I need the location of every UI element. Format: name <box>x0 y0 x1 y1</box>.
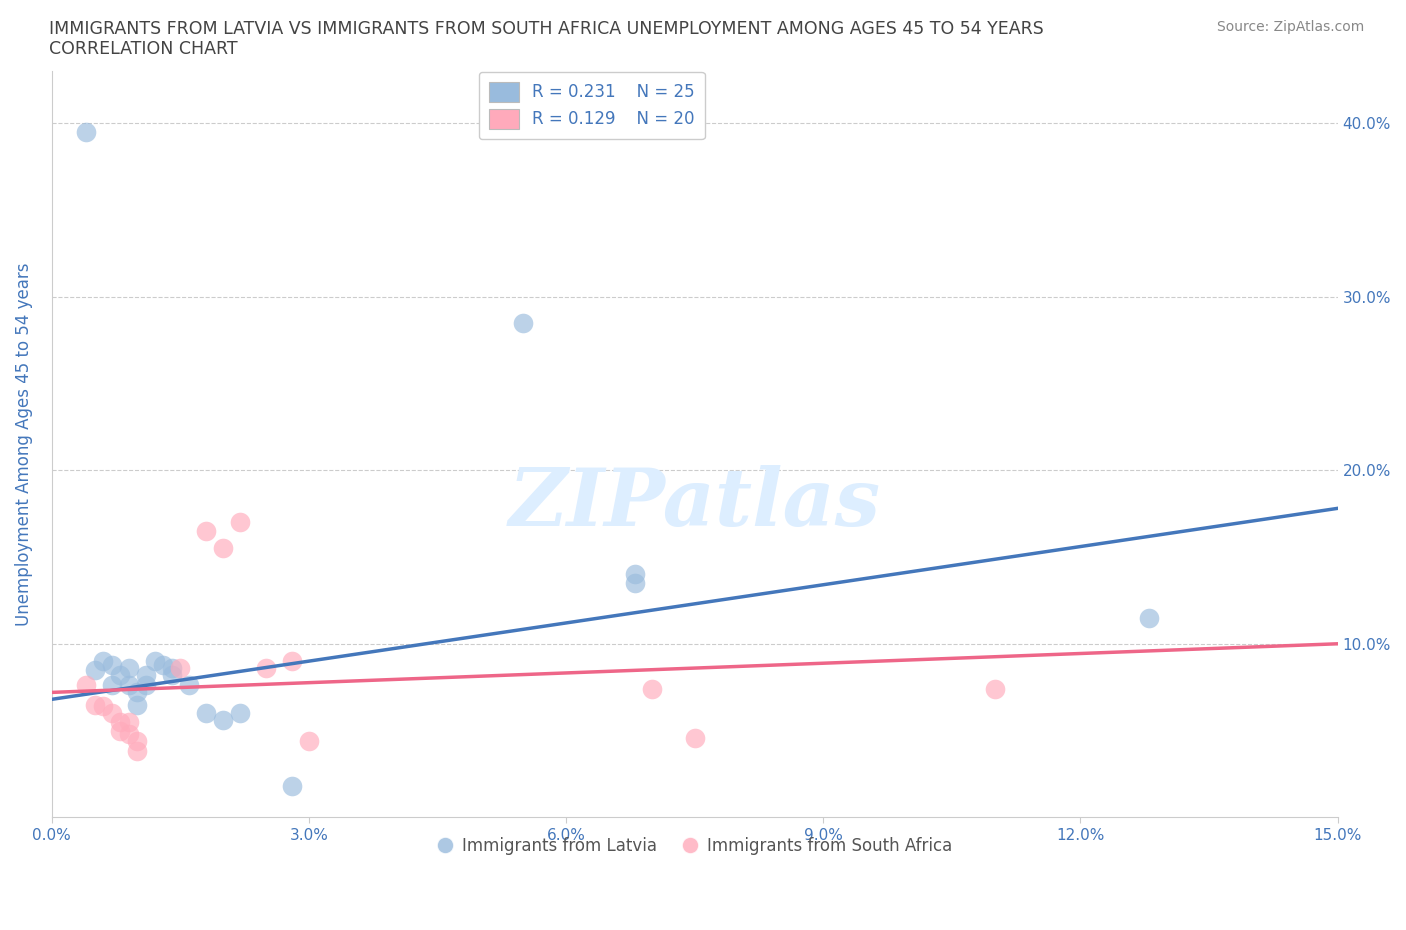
Point <box>254 660 277 675</box>
Point <box>623 567 645 582</box>
Point <box>212 712 235 727</box>
Point <box>75 124 97 139</box>
Point <box>281 778 304 793</box>
Point <box>118 726 141 741</box>
Point <box>212 541 235 556</box>
Point <box>160 660 183 675</box>
Legend: Immigrants from Latvia, Immigrants from South Africa: Immigrants from Latvia, Immigrants from … <box>430 830 959 861</box>
Point <box>100 678 122 693</box>
Point <box>177 678 200 693</box>
Point <box>229 515 252 530</box>
Text: CORRELATION CHART: CORRELATION CHART <box>49 40 238 58</box>
Point <box>118 714 141 729</box>
Point <box>195 706 218 721</box>
Point <box>623 576 645 591</box>
Point <box>110 668 132 683</box>
Point <box>169 660 191 675</box>
Point <box>91 698 114 713</box>
Point <box>127 698 149 712</box>
Point <box>127 685 149 700</box>
Text: ZIPatlas: ZIPatlas <box>509 465 880 542</box>
Point <box>641 682 664 697</box>
Point <box>298 734 321 749</box>
Point <box>281 654 304 669</box>
Point <box>512 315 534 330</box>
Point <box>118 678 141 693</box>
Point <box>91 654 114 669</box>
Point <box>983 682 1005 697</box>
Point <box>127 744 149 759</box>
Point <box>110 714 132 729</box>
Point <box>160 668 183 683</box>
Point <box>143 654 166 669</box>
Point <box>83 662 105 677</box>
Point <box>135 678 157 693</box>
Point <box>152 658 174 672</box>
Point <box>100 706 122 721</box>
Text: IMMIGRANTS FROM LATVIA VS IMMIGRANTS FROM SOUTH AFRICA UNEMPLOYMENT AMONG AGES 4: IMMIGRANTS FROM LATVIA VS IMMIGRANTS FRO… <box>49 20 1045 38</box>
Point <box>100 658 122 672</box>
Point <box>118 660 141 675</box>
Point <box>135 668 157 683</box>
Point <box>229 706 252 721</box>
Point <box>683 730 706 745</box>
Y-axis label: Unemployment Among Ages 45 to 54 years: Unemployment Among Ages 45 to 54 years <box>15 262 32 626</box>
Text: Source: ZipAtlas.com: Source: ZipAtlas.com <box>1216 20 1364 34</box>
Point <box>195 524 218 538</box>
Point <box>1137 610 1160 625</box>
Point <box>83 698 105 712</box>
Point <box>110 724 132 738</box>
Point <box>75 678 97 693</box>
Point <box>127 734 149 749</box>
